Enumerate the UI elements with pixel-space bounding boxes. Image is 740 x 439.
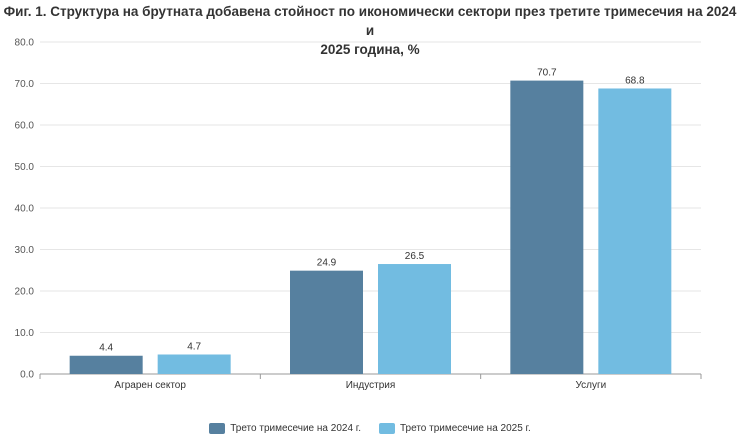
data-label-2-0: 70.7 <box>537 68 557 79</box>
legend-swatch-2025 <box>379 423 395 434</box>
bar-2-0 <box>510 80 584 374</box>
chart-title: Фиг. 1. Структура на брутната добавена с… <box>0 2 740 59</box>
legend-label-2024: Трето тримесечие на 2024 г. <box>230 423 361 434</box>
data-label-1-1: 26.5 <box>405 251 425 262</box>
y-tick-label-8: 80.0 <box>15 38 35 49</box>
data-label-1-0: 24.9 <box>317 258 337 269</box>
x-tick-label-2: Услуги <box>575 380 606 391</box>
data-label-0-1: 4.7 <box>187 341 201 352</box>
y-tick-label-7: 70.0 <box>15 79 35 90</box>
y-tick-label-1: 10.0 <box>15 328 35 339</box>
data-label-0-0: 4.4 <box>99 343 113 354</box>
x-tick-label-0: Аграрен сектор <box>114 380 186 391</box>
bar-0-1 <box>157 354 231 374</box>
chart-title-line-2: 2025 година, % <box>320 42 420 57</box>
y-tick-label-4: 40.0 <box>15 204 35 215</box>
bar-2-1 <box>598 88 672 374</box>
plot-area: 0.0 10.0 20.0 30.0 40.0 50.0 60.0 70.0 80.0 4.4 4.… <box>15 38 702 391</box>
bar-0-0 <box>69 355 143 374</box>
y-tick-label-6: 60.0 <box>15 121 35 132</box>
legend-label-2025: Трето тримесечие на 2025 г. <box>400 423 531 434</box>
bar-1-0 <box>290 270 363 374</box>
y-tick-label-5: 50.0 <box>15 162 35 173</box>
legend-swatch-2024 <box>209 423 226 434</box>
data-label-2-1: 68.8 <box>625 75 645 86</box>
y-tick-label-3: 30.0 <box>15 245 35 256</box>
legend: Трето тримесечие на 2024 г. Трето тримес… <box>0 423 740 434</box>
y-tick-label-0: 0.0 <box>20 370 34 381</box>
x-tick-label-1: Индустрия <box>346 380 396 391</box>
legend-item-2025[interactable]: Трето тримесечие на 2025 г. <box>379 423 531 434</box>
y-tick-label-2: 20.0 <box>15 287 35 298</box>
chart-title-line-1: Фиг. 1. Структура на брутната добавена с… <box>3 4 737 38</box>
legend-item-2024[interactable]: Трето тримесечие на 2024 г. <box>209 423 361 434</box>
bar-1-1 <box>378 264 451 374</box>
